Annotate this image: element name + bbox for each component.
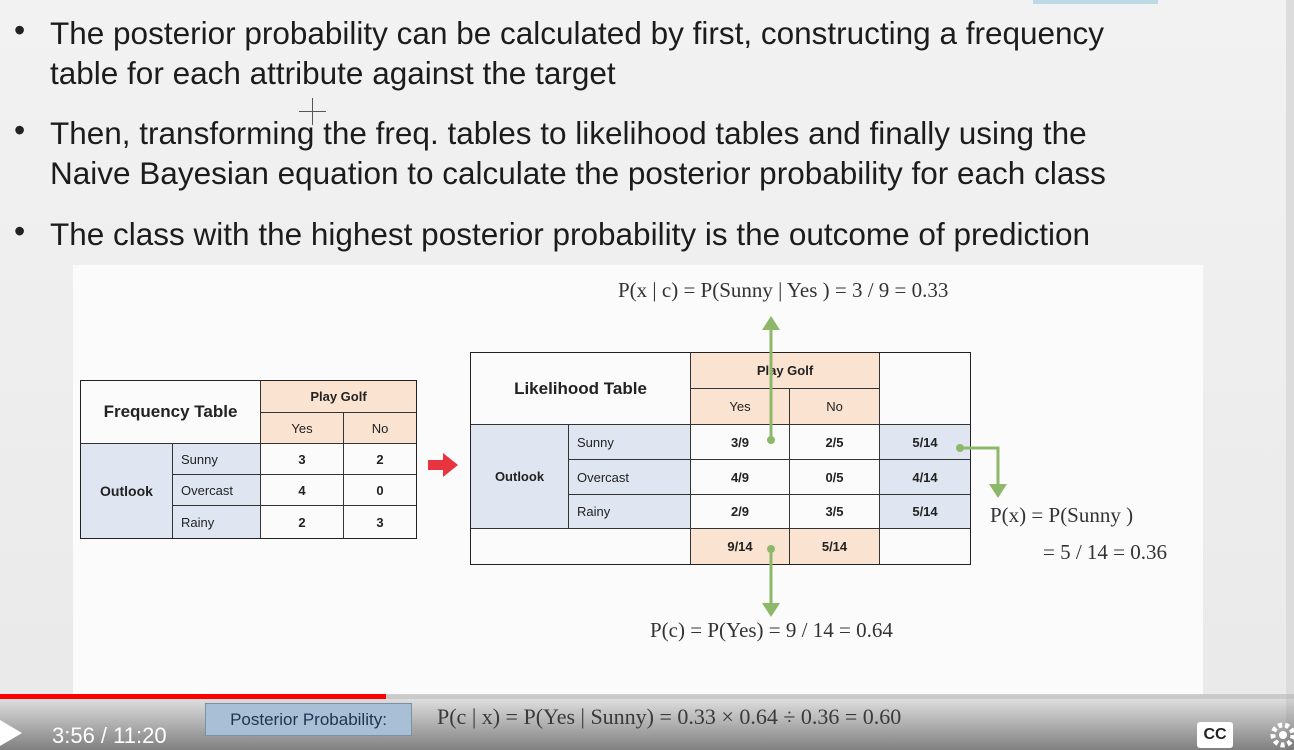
prior-x-formula: P(x) = P(Sunny ) — [990, 503, 1134, 527]
likelihood-cell-total: 5/14 — [880, 425, 970, 460]
frequency-cell-no: 3 — [376, 514, 384, 530]
likelihood-row-label: Sunny — [569, 425, 691, 460]
bullet-icon: • — [14, 112, 26, 148]
progress-bar-fill[interactable] — [0, 694, 386, 699]
window-edge — [1286, 0, 1294, 750]
likelihood-cell-total: 5/14 — [880, 495, 970, 529]
frequency-cell-yes: 3 — [261, 444, 344, 475]
bullet-2-line-2: Naive Bayesian equation to calculate the… — [50, 155, 1106, 191]
right-arrow-icon — [428, 453, 458, 477]
frequency-row-header: Outlook — [81, 444, 173, 538]
arrow-dot — [767, 436, 775, 444]
bullet-icon: • — [14, 213, 26, 249]
gear-icon[interactable] — [1268, 720, 1294, 750]
likelihood-row-header: Outlook — [471, 425, 569, 529]
frequency-col-no: No — [344, 413, 416, 444]
likelihood-table: Likelihood Table Play Golf Yes No Outloo… — [470, 352, 971, 565]
top-tab — [1033, 0, 1158, 4]
frequency-cell-no: 0 — [344, 475, 416, 506]
frequency-cell-yes: 2 — [261, 506, 344, 538]
likelihood-row-label: Rainy — [569, 495, 691, 529]
crosshair-cursor-icon — [299, 98, 326, 125]
bullet-3-line-1: The class with the highest posterior pro… — [50, 216, 1091, 252]
likelihood-total-yes: 9/14 — [691, 529, 790, 564]
likelihood-formula: P(x | c) = P(Sunny | Yes ) = 3 / 9 = 0.3… — [618, 278, 949, 302]
likelihood-cell-no: 0/5 — [790, 460, 880, 495]
time-display: 3:56 / 11:20 — [52, 723, 167, 748]
likelihood-cell-yes: 3/9 — [691, 425, 790, 460]
frequency-cell-yes: 4 — [261, 475, 344, 506]
arrow-right-down-line — [960, 446, 1000, 486]
likelihood-empty-cell — [471, 529, 691, 564]
likelihood-col-no: No — [790, 389, 880, 425]
likelihood-col-yes: Yes — [691, 389, 790, 425]
arrow-dot — [956, 444, 964, 452]
prior-c-formula: P(c) = P(Yes) = 9 / 14 = 0.64 — [650, 618, 893, 642]
cc-icon[interactable]: CC — [1197, 722, 1233, 748]
frequency-group-header: Play Golf — [261, 381, 416, 413]
bullet-icon: • — [14, 12, 26, 48]
frequency-row-label: Sunny — [173, 444, 261, 475]
likelihood-row-label: Overcast — [569, 460, 691, 495]
arrow-dot — [767, 545, 775, 553]
frequency-table: Frequency Table Play Golf Yes No Outlook… — [80, 380, 417, 539]
prior-x-value: = 5 / 14 = 0.36 — [1043, 540, 1168, 564]
arrow-up-head-icon — [762, 316, 780, 330]
posterior-probability-label: Posterior Probability: — [205, 703, 412, 736]
likelihood-corner-cell — [880, 353, 970, 425]
arrow-right-head-icon — [989, 484, 1007, 498]
likelihood-table-title: Likelihood Table — [471, 353, 691, 425]
likelihood-cell-no: 2/5 — [790, 425, 880, 460]
frequency-cell-no: 2 — [344, 444, 416, 475]
play-icon[interactable] — [0, 716, 24, 750]
likelihood-cell-total: 4/14 — [880, 460, 970, 495]
likelihood-total-no: 5/14 — [790, 529, 880, 564]
bullet-1-line-2: table for each attribute against the tar… — [50, 55, 616, 91]
likelihood-cell-yes: 2/9 — [691, 495, 790, 529]
likelihood-cell-no: 3/5 — [790, 495, 880, 529]
likelihood-cell-yes: 4/9 — [691, 460, 790, 495]
frequency-table-title: Frequency Table — [81, 381, 261, 444]
posterior-formula: P(c | x) = P(Yes | Sunny) = 0.33 × 0.64 … — [437, 704, 902, 729]
frequency-row-label: Overcast — [173, 475, 261, 506]
progress-bar-track[interactable] — [0, 694, 1294, 699]
frequency-row-label: Rainy — [173, 506, 261, 538]
arrow-down-head-icon — [762, 603, 780, 617]
bullet-1-line-1: The posterior probability can be calcula… — [50, 15, 1105, 51]
frequency-col-yes: Yes — [261, 413, 344, 444]
bullet-2-line-1: Then, transforming the freq. tables to l… — [50, 115, 1087, 151]
